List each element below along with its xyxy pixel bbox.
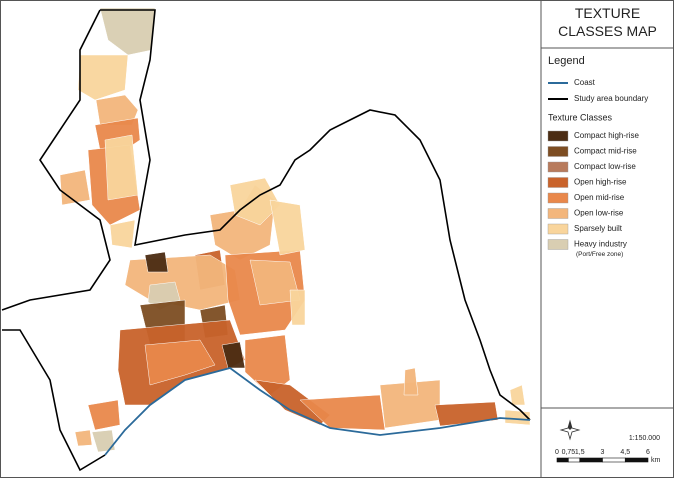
scale-bar-label: 4,5 [620,449,630,456]
legend-class-label: Heavy industry [574,240,627,249]
legend-swatch [547,192,569,204]
scale-bar-segment [556,457,569,463]
scale-bar-label: 3 [601,449,605,456]
texture-patch [229,177,281,226]
scale-bar-label: 1,5 [575,449,585,456]
legend-class-label: Open high-rise [574,178,627,187]
texture-patch [99,7,156,56]
classes-heading: Texture Classes [548,112,613,122]
legend-class-label: Compact mid-rise [574,147,637,156]
legend-class-label: Compact low-rise [574,162,636,171]
coast [104,367,531,456]
scale-bar-segment [602,457,626,463]
legend-swatch [547,239,569,250]
texture-patch [87,399,121,431]
texture-patch [434,401,499,427]
texture-patch [91,429,116,453]
scale-bar-segment [579,457,603,463]
scale-bar-unit: km [651,457,661,464]
texture-patch [109,219,136,249]
texture-patch [77,54,129,101]
legend-class-note: (Port/Free zone) [576,251,623,258]
texture-patch [299,394,386,431]
legend-heading: Legend [548,55,585,67]
scale-bar-label: 6 [646,449,650,456]
texture-patch [269,199,306,256]
legend-swatch [547,177,569,188]
north-arrow [559,419,581,441]
scale-bar-segment [568,457,581,463]
legend-swatch [547,130,569,142]
texture-patch [289,289,306,326]
legend-line-label: Coast [574,78,596,87]
legend-swatch [547,146,569,157]
texture-patch [509,384,526,406]
texture-patch [403,367,419,396]
legend-class-label: Open low-rise [574,209,624,218]
legend-class-label: Open mid-rise [574,193,625,202]
texture-patches [59,7,531,453]
map-title: TEXTURE CLASSES MAP [558,5,657,39]
legend-swatch [547,223,569,235]
texture-patch [504,409,531,426]
scale-bar-label: 0,75 [562,449,576,456]
legend-class-label: Sparsely built [574,224,623,233]
scale-bar-segment [624,457,649,463]
scale-ratio: 1:150.000 [629,435,660,442]
texture-patch [104,134,139,201]
legend-class-label: Compact high-rise [574,131,639,140]
texture-patch [59,169,91,206]
legend-swatch [547,208,569,219]
scale-bar-label: 0 [555,449,559,456]
texture-patch [144,251,169,273]
study-area-boundary [1,9,531,472]
texture-patch [144,339,216,386]
texture-patch [95,94,139,126]
texture-patch [74,429,93,447]
title-box: TEXTURE CLASSES MAP [558,5,657,39]
legend-line-label: Study area boundary [574,94,648,103]
legend-swatch [547,161,569,173]
